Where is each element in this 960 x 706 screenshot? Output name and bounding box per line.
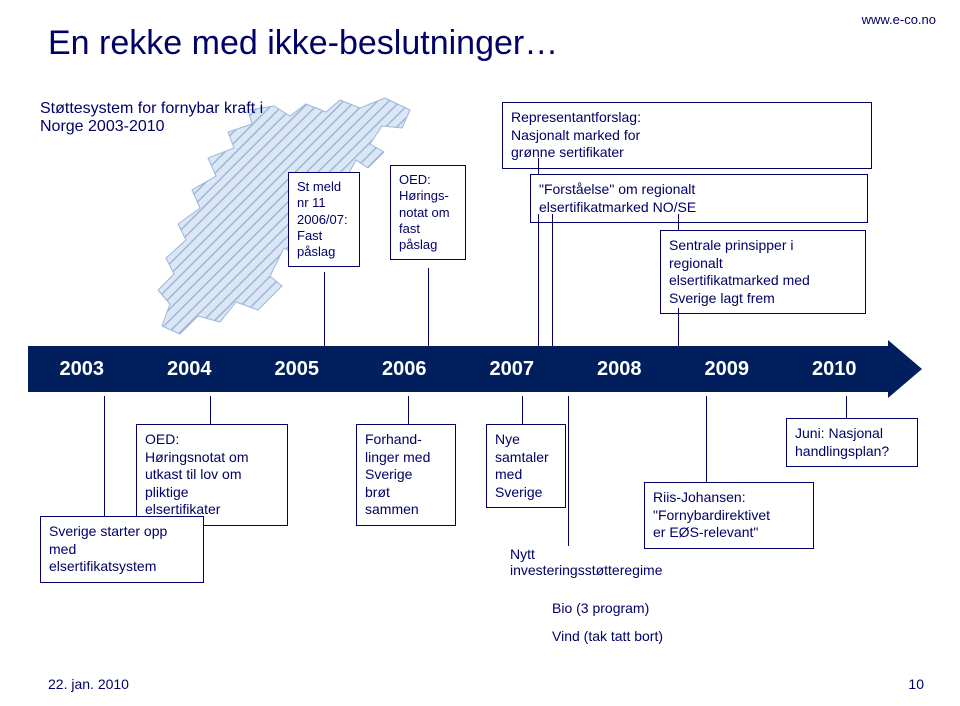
box-oed-utkast: OED: Høringsnotat om utkast til lov om p… [136, 424, 288, 526]
box-riis-johansen: Riis-Johansen: "Fornybardirektivet er EØ… [644, 482, 814, 549]
connector [538, 214, 539, 346]
label-nytt-invest: Nytt investeringsstøtteregime [510, 546, 663, 578]
box-forstaaelse: "Forståelse" om regionalt elsertifikatma… [530, 174, 868, 223]
connector [706, 396, 707, 482]
timeline-year: 2006 [351, 358, 459, 381]
timeline-year: 2005 [243, 358, 351, 381]
box-forhandlinger: Forhand- linger med Sverige brøt sammen [356, 424, 456, 526]
connector [428, 268, 429, 346]
timeline-bar: 20032004200520062007200820092010 [28, 346, 888, 392]
box-sverige-start: Sverige starter opp med elsertifikatsyst… [40, 516, 204, 583]
footer-page-number: 10 [908, 676, 924, 692]
connector [678, 214, 679, 230]
timeline-year: 2009 [673, 358, 781, 381]
subtitle: Støttesystem for fornybar kraft i Norge … [40, 100, 270, 136]
page-title: En rekke med ikke-beslutninger… [48, 24, 558, 63]
connector [522, 396, 523, 424]
connector [408, 396, 409, 424]
footer-date: 22. jan. 2010 [48, 676, 129, 692]
box-juni-nasjonal: Juni: Nasjonal handlingsplan? [786, 418, 918, 467]
label-vind: Vind (tak tatt bort) [552, 628, 663, 644]
timeline-year: 2008 [566, 358, 674, 381]
connector [568, 396, 569, 546]
timeline: 20032004200520062007200820092010 [28, 346, 932, 392]
box-stmeld: St meld nr 11 2006/07: Fast påslag [288, 172, 360, 267]
box-nye-samtaler: Nye samtaler med Sverige [486, 424, 566, 508]
connector [210, 396, 211, 424]
lower-region: OED: Høringsnotat om utkast til lov om p… [40, 396, 920, 676]
connector [538, 158, 539, 174]
box-sentrale: Sentrale prinsipper i regionalt elsertif… [660, 230, 866, 314]
timeline-year: 2007 [458, 358, 566, 381]
upper-region: Støttesystem for fornybar kraft i Norge … [40, 90, 920, 340]
timeline-year: 2004 [136, 358, 244, 381]
connector [104, 396, 105, 516]
connector [552, 214, 553, 346]
connector [324, 272, 325, 346]
box-repforslag: Representantforslag: Nasjonalt marked fo… [502, 102, 872, 169]
header-url: www.e-co.no [862, 12, 936, 27]
timeline-year: 2010 [781, 358, 889, 381]
connector [678, 308, 679, 346]
box-oed-fast: OED: Hørings- notat om fast påslag [390, 165, 466, 260]
connector [846, 396, 847, 418]
timeline-year: 2003 [28, 358, 136, 381]
timeline-arrowhead [888, 340, 922, 398]
label-bio: Bio (3 program) [552, 600, 649, 616]
